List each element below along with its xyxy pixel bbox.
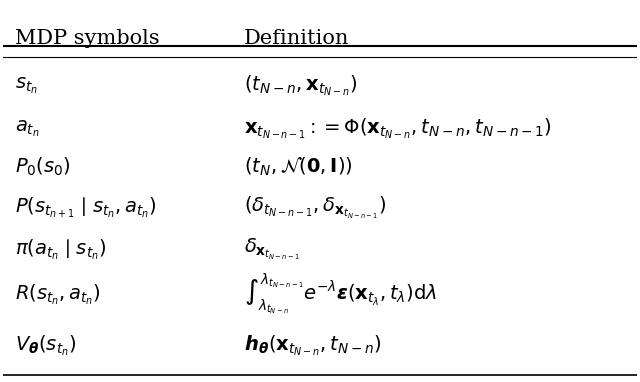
Text: $\pi(a_{t_n} \mid s_{t_n})$: $\pi(a_{t_n} \mid s_{t_n})$ xyxy=(15,237,107,262)
Text: MDP symbols: MDP symbols xyxy=(15,29,160,48)
Text: $P_0(s_0)$: $P_0(s_0)$ xyxy=(15,155,72,178)
Text: $(t_{N-n}, \mathbf{x}_{t_{N-n}})$: $(t_{N-n}, \mathbf{x}_{t_{N-n}})$ xyxy=(244,73,357,98)
Text: $R(s_{t_n}, a_{t_n})$: $R(s_{t_n}, a_{t_n})$ xyxy=(15,282,101,307)
Text: Definition: Definition xyxy=(244,29,349,48)
Text: $\mathbf{x}_{t_{N-n-1}} := \Phi(\mathbf{x}_{t_{N-n}}, t_{N-n}, t_{N-n-1})$: $\mathbf{x}_{t_{N-n-1}} := \Phi(\mathbf{… xyxy=(244,117,552,141)
Text: $a_{t_n}$: $a_{t_n}$ xyxy=(15,118,40,139)
Text: $\delta_{\mathbf{x}_{t_{N-n-1}}}$: $\delta_{\mathbf{x}_{t_{N-n-1}}}$ xyxy=(244,237,300,262)
Text: $\int_{\lambda_{t_{N-n}}}^{\lambda_{t_{N-n-1}}} e^{-\lambda} \boldsymbol{\epsilo: $\int_{\lambda_{t_{N-n}}}^{\lambda_{t_{N… xyxy=(244,272,437,317)
Text: $V_{\boldsymbol{\theta}}(s_{t_n})$: $V_{\boldsymbol{\theta}}(s_{t_n})$ xyxy=(15,333,77,358)
Text: $(t_N, \mathcal{N}(\mathbf{0}, \mathbf{I}))$: $(t_N, \mathcal{N}(\mathbf{0}, \mathbf{I… xyxy=(244,155,353,178)
Text: $(\delta_{t_{N-n-1}}, \delta_{\mathbf{x}_{t_{N-n-1}}})$: $(\delta_{t_{N-n-1}}, \delta_{\mathbf{x}… xyxy=(244,195,386,221)
Text: $P(s_{t_{n+1}} \mid s_{t_n}, a_{t_n})$: $P(s_{t_{n+1}} \mid s_{t_n}, a_{t_n})$ xyxy=(15,196,157,220)
Text: $\boldsymbol{h}_{\boldsymbol{\theta}}(\mathbf{x}_{t_{N-n}}, t_{N-n})$: $\boldsymbol{h}_{\boldsymbol{\theta}}(\m… xyxy=(244,333,381,358)
Text: $s_{t_n}$: $s_{t_n}$ xyxy=(15,75,38,96)
